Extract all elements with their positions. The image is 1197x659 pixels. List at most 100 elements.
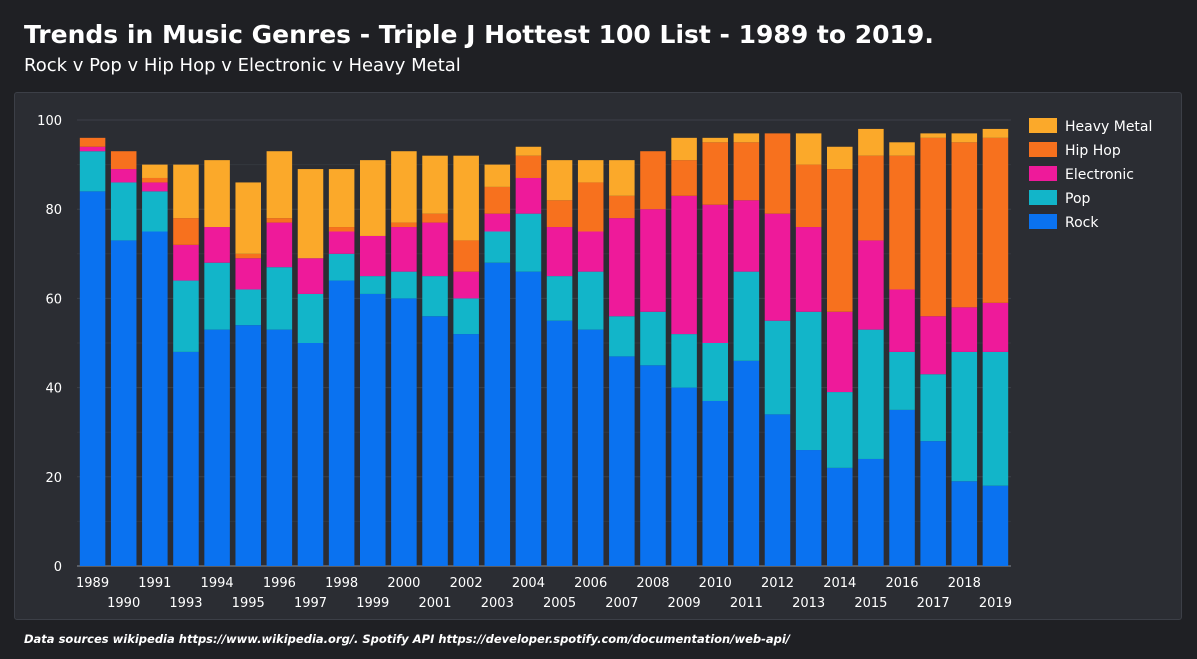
bar-segment-hip-hop-2019[interactable] (982, 137, 1009, 303)
bar-segment-pop-2012[interactable] (764, 320, 791, 415)
bar-segment-electronic-1996[interactable] (266, 222, 293, 268)
bar-segment-heavy-metal-1998[interactable] (328, 169, 355, 228)
bar-segment-electronic-2018[interactable] (951, 307, 978, 352)
bar-segment-heavy-metal-2015[interactable] (858, 128, 884, 156)
bar-segment-hip-hop-2018[interactable] (951, 142, 978, 308)
bar-segment-rock-2017[interactable] (920, 441, 946, 566)
bar-segment-hip-hop-2000[interactable] (391, 222, 417, 228)
bar-segment-hip-hop-2016[interactable] (889, 155, 915, 290)
bar-segment-heavy-metal-2010[interactable] (702, 137, 728, 143)
bar-segment-pop-2017[interactable] (920, 374, 946, 442)
bar-segment-electronic-2009[interactable] (671, 195, 697, 335)
bar-segment-hip-hop-2015[interactable] (858, 155, 884, 241)
bar-segment-heavy-metal-1997[interactable] (297, 169, 324, 259)
bar-segment-heavy-metal-2004[interactable] (515, 146, 542, 156)
bar-segment-heavy-metal-2002[interactable] (453, 155, 479, 241)
bar-segment-heavy-metal-1994[interactable] (204, 160, 230, 228)
bar-segment-pop-1996[interactable] (266, 267, 293, 330)
legend-swatch-hip-hop[interactable] (1029, 142, 1057, 157)
bar-segment-pop-2001[interactable] (422, 276, 448, 317)
bar-segment-electronic-1995[interactable] (235, 258, 261, 290)
bar-segment-pop-2013[interactable] (795, 311, 822, 451)
bar-segment-electronic-1990[interactable] (110, 169, 137, 183)
bar-segment-hip-hop-1989[interactable] (79, 137, 106, 147)
bar-segment-heavy-metal-1999[interactable] (360, 160, 386, 236)
bar-segment-electronic-2004[interactable] (515, 177, 542, 214)
bar-segment-heavy-metal-2003[interactable] (484, 164, 511, 187)
legend-label-rock[interactable]: Rock (1065, 215, 1099, 231)
bar-segment-pop-1991[interactable] (142, 191, 168, 232)
bar-segment-rock-1999[interactable] (360, 293, 386, 566)
bar-segment-rock-2006[interactable] (577, 329, 604, 566)
bar-segment-electronic-1993[interactable] (173, 244, 199, 281)
bar-segment-hip-hop-2004[interactable] (515, 155, 542, 178)
bar-segment-pop-2016[interactable] (889, 351, 915, 410)
bar-segment-rock-2004[interactable] (515, 271, 542, 566)
bar-segment-rock-1993[interactable] (173, 351, 199, 566)
bar-segment-electronic-2015[interactable] (858, 240, 884, 330)
bar-segment-electronic-1994[interactable] (204, 227, 230, 263)
bar-segment-electronic-2016[interactable] (889, 289, 915, 352)
bar-segment-rock-2011[interactable] (733, 360, 760, 566)
bar-segment-electronic-2008[interactable] (640, 209, 666, 312)
bar-segment-electronic-2014[interactable] (827, 311, 853, 393)
bar-segment-pop-2009[interactable] (671, 334, 697, 388)
bar-segment-rock-2009[interactable] (671, 387, 697, 566)
bar-segment-rock-2002[interactable] (453, 334, 479, 566)
legend-swatch-pop[interactable] (1029, 190, 1057, 205)
bar-segment-electronic-1997[interactable] (297, 258, 324, 294)
bar-segment-pop-2003[interactable] (484, 231, 511, 263)
bar-segment-pop-2008[interactable] (640, 311, 666, 366)
bar-segment-pop-2014[interactable] (827, 392, 853, 468)
bar-segment-hip-hop-2010[interactable] (702, 142, 728, 205)
bar-segment-electronic-2006[interactable] (577, 231, 604, 272)
bar-segment-pop-2018[interactable] (951, 351, 978, 482)
bar-segment-rock-1989[interactable] (79, 191, 106, 567)
bar-segment-heavy-metal-2009[interactable] (671, 137, 697, 161)
bar-segment-heavy-metal-2006[interactable] (577, 160, 604, 183)
bar-segment-hip-hop-2005[interactable] (546, 200, 573, 228)
legend-label-hip-hop[interactable]: Hip Hop (1065, 143, 1121, 159)
bar-segment-hip-hop-2017[interactable] (920, 137, 946, 317)
bar-segment-heavy-metal-2007[interactable] (609, 160, 635, 196)
bar-segment-rock-1996[interactable] (266, 329, 293, 566)
bar-segment-heavy-metal-2005[interactable] (546, 160, 573, 201)
bar-segment-heavy-metal-2013[interactable] (795, 133, 822, 165)
bar-segment-electronic-1999[interactable] (360, 235, 386, 277)
bar-segment-pop-2002[interactable] (453, 298, 479, 335)
bar-segment-hip-hop-2013[interactable] (795, 164, 822, 228)
legend-label-heavy-metal[interactable]: Heavy Metal (1065, 119, 1152, 135)
bar-segment-pop-2007[interactable] (609, 316, 635, 357)
bar-segment-pop-2010[interactable] (702, 343, 728, 401)
bar-segment-rock-2007[interactable] (609, 356, 635, 566)
bar-segment-hip-hop-2007[interactable] (609, 195, 635, 219)
bar-segment-heavy-metal-2000[interactable] (391, 151, 417, 223)
bar-segment-heavy-metal-2014[interactable] (827, 146, 853, 170)
bar-segment-pop-1990[interactable] (110, 182, 137, 241)
bar-segment-rock-2013[interactable] (795, 450, 822, 566)
bar-segment-pop-2006[interactable] (577, 271, 604, 330)
bar-segment-hip-hop-2001[interactable] (422, 213, 448, 223)
bar-segment-rock-2012[interactable] (764, 414, 791, 566)
legend-swatch-heavy-metal[interactable] (1029, 118, 1057, 133)
bar-segment-rock-2016[interactable] (889, 409, 915, 566)
bar-segment-pop-2019[interactable] (982, 351, 1009, 486)
bar-segment-rock-2003[interactable] (484, 262, 511, 566)
bar-segment-electronic-2002[interactable] (453, 271, 479, 299)
bar-segment-hip-hop-2006[interactable] (577, 182, 604, 232)
bar-segment-rock-1990[interactable] (110, 240, 137, 567)
bar-segment-electronic-2001[interactable] (422, 222, 448, 277)
bar-segment-rock-2000[interactable] (391, 298, 417, 566)
bar-segment-pop-2015[interactable] (858, 329, 884, 459)
bar-segment-heavy-metal-1991[interactable] (142, 164, 168, 178)
legend-label-electronic[interactable]: Electronic (1065, 167, 1134, 183)
bar-segment-electronic-2019[interactable] (982, 302, 1009, 352)
bar-segment-heavy-metal-2019[interactable] (982, 128, 1009, 138)
bar-segment-electronic-2012[interactable] (764, 213, 791, 321)
bar-segment-heavy-metal-1996[interactable] (266, 151, 293, 219)
bar-segment-electronic-2017[interactable] (920, 316, 946, 375)
bar-segment-electronic-1998[interactable] (328, 231, 355, 254)
bar-segment-hip-hop-2011[interactable] (733, 142, 760, 201)
bar-segment-rock-2005[interactable] (546, 320, 573, 566)
bar-segment-electronic-2000[interactable] (391, 227, 417, 272)
